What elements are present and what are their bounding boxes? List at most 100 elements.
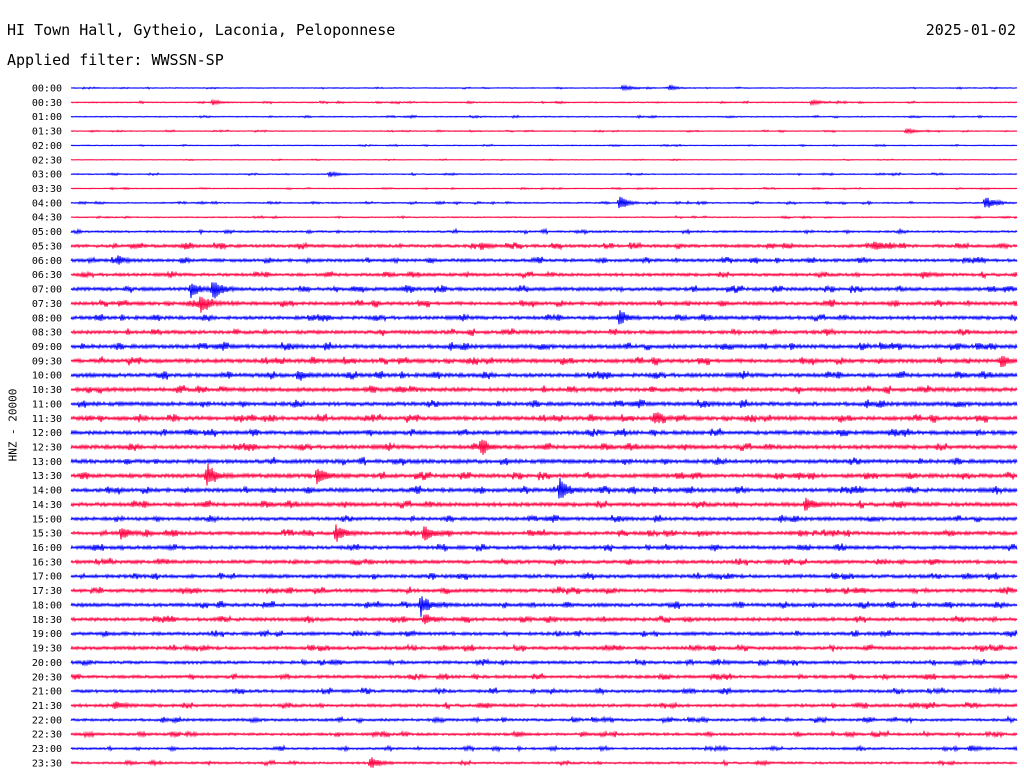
- record-date: 2025-01-02: [925, 21, 1016, 39]
- seismic-trace-0600: [70, 255, 1018, 265]
- seismic-trace-1800: [70, 596, 1018, 617]
- row-time-label: 08:00: [32, 313, 62, 324]
- row-time-label: 05:30: [32, 241, 62, 252]
- row-time-label: 11:30: [32, 414, 62, 425]
- row-time-label: 18:30: [32, 615, 62, 626]
- row-time-label: 08:30: [32, 328, 62, 339]
- seismic-trace-0030: [70, 98, 1018, 107]
- row-time-label: 16:30: [32, 557, 62, 568]
- seismic-trace-0200: [70, 143, 1018, 148]
- row-time-label: 00:00: [32, 84, 62, 95]
- row-time-label: 17:30: [32, 586, 62, 597]
- row-time-label: 21:00: [32, 687, 62, 698]
- row-time-label: 00:30: [32, 98, 62, 109]
- seismic-trace-1700: [70, 571, 1018, 581]
- row-time-label: 20:00: [32, 658, 62, 669]
- seismic-trace-1530: [70, 524, 1018, 542]
- seismic-trace-0800: [70, 310, 1018, 325]
- seismic-trace-1400: [70, 477, 1018, 499]
- seismic-trace-2000: [70, 658, 1018, 667]
- seismic-trace-0300: [70, 170, 1018, 178]
- seismic-trace-2230: [70, 729, 1018, 739]
- seismic-trace-0730: [70, 296, 1018, 313]
- seismic-trace-1430: [70, 497, 1018, 511]
- row-time-label: 03:00: [32, 170, 62, 181]
- row-time-label: 15:00: [32, 514, 62, 525]
- seismic-trace-0630: [70, 270, 1018, 280]
- row-time-label: 10:30: [32, 385, 62, 396]
- row-time-label: 13:00: [32, 457, 62, 468]
- row-time-label: 09:30: [32, 356, 62, 367]
- row-time-label: 12:30: [32, 443, 62, 454]
- seismic-trace-1500: [70, 514, 1018, 524]
- row-time-label: 21:30: [32, 701, 62, 712]
- seismic-trace-0830: [70, 327, 1018, 337]
- row-time-label: 10:00: [32, 371, 62, 382]
- row-time-label: 01:00: [32, 112, 62, 123]
- seismic-trace-2030: [70, 672, 1018, 682]
- seismic-trace-1330: [70, 463, 1018, 486]
- row-time-label: 06:30: [32, 270, 62, 281]
- row-time-label: 19:00: [32, 629, 62, 640]
- seismic-trace-2100: [70, 686, 1018, 696]
- seismic-trace-2130: [70, 701, 1018, 711]
- seismic-trace-0500: [70, 227, 1018, 236]
- row-time-label: 01:30: [32, 127, 62, 138]
- row-time-label: 03:30: [32, 184, 62, 195]
- row-time-label: 18:00: [32, 600, 62, 611]
- row-time-label: 07:30: [32, 299, 62, 310]
- row-time-label: 13:30: [32, 471, 62, 482]
- row-time-label: 11:00: [32, 399, 62, 410]
- seismic-trace-1630: [70, 557, 1018, 567]
- seismic-trace-1200: [70, 428, 1018, 438]
- seismic-trace-1100: [70, 399, 1018, 409]
- seismic-trace-1730: [70, 586, 1018, 596]
- station-title: HI Town Hall, Gytheio, Laconia, Peloponn…: [7, 21, 396, 39]
- row-time-label: 23:00: [32, 744, 62, 755]
- row-time-label: 04:30: [32, 213, 62, 224]
- row-time-label: 06:00: [32, 256, 62, 267]
- seismic-trace-0430: [70, 215, 1018, 220]
- seismic-trace-0400: [70, 196, 1018, 209]
- seismic-trace-1000: [70, 370, 1018, 381]
- row-time-label: 17:00: [32, 572, 62, 583]
- time-label-group: 00:00 00:30 01:00 01:30 02:00 02:30 03:00 03:30…: [32, 84, 62, 770]
- seismic-trace-1930: [70, 643, 1018, 653]
- row-time-label: 22:30: [32, 730, 62, 741]
- row-time-label: 07:00: [32, 285, 62, 296]
- seismic-trace-1600: [70, 543, 1018, 552]
- seismic-trace-1230: [70, 439, 1018, 455]
- seismic-trace-1900: [70, 628, 1018, 639]
- seismic-trace-0130: [70, 127, 1018, 135]
- seismic-trace-0230: [70, 158, 1018, 162]
- seismic-trace-0930: [70, 355, 1018, 368]
- seismic-trace-1300: [70, 456, 1018, 466]
- row-time-label: 02:30: [32, 155, 62, 166]
- row-time-label: 20:30: [32, 672, 62, 683]
- filter-label: Applied filter: WWSSN-SP: [7, 51, 224, 69]
- seismic-trace-0100: [70, 114, 1018, 120]
- row-time-label: 16:00: [32, 543, 62, 554]
- row-time-label: 15:30: [32, 529, 62, 540]
- seismic-trace-1830: [70, 614, 1018, 625]
- seismic-trace-2200: [70, 715, 1018, 725]
- row-time-label: 14:00: [32, 486, 62, 497]
- row-time-label: 09:00: [32, 342, 62, 353]
- seismic-trace-1130: [70, 412, 1018, 424]
- row-time-label: 19:30: [32, 644, 62, 655]
- seismic-trace-0330: [70, 186, 1018, 191]
- row-time-label: 04:00: [32, 198, 62, 209]
- seismic-trace-2330: [70, 757, 1018, 768]
- row-time-label: 22:00: [32, 715, 62, 726]
- seismic-trace-0700: [70, 282, 1018, 299]
- seismic-trace-2300: [70, 744, 1018, 753]
- row-time-label: 14:30: [32, 500, 62, 511]
- row-time-label: 12:00: [32, 428, 62, 439]
- row-time-label: 02:00: [32, 141, 62, 152]
- seismic-trace-0000: [70, 84, 1018, 92]
- seismic-trace-0530: [70, 241, 1018, 251]
- seismic-trace-0900: [70, 341, 1018, 351]
- row-time-label: 05:00: [32, 227, 62, 238]
